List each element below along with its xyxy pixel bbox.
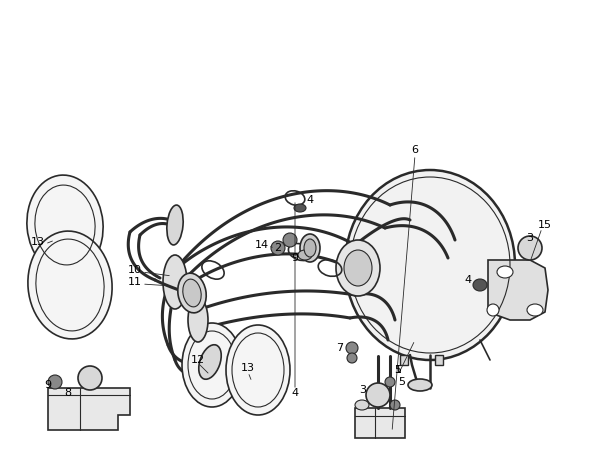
Ellipse shape — [336, 240, 380, 296]
Ellipse shape — [347, 353, 357, 363]
Ellipse shape — [78, 366, 102, 390]
Ellipse shape — [473, 279, 487, 291]
Text: 3: 3 — [359, 385, 367, 395]
Text: 10: 10 — [128, 265, 142, 275]
Text: 15: 15 — [538, 220, 552, 230]
Ellipse shape — [188, 298, 208, 342]
Text: 12: 12 — [191, 355, 205, 365]
Ellipse shape — [300, 234, 320, 262]
Ellipse shape — [183, 279, 201, 307]
Ellipse shape — [271, 241, 285, 255]
Polygon shape — [400, 355, 408, 365]
Ellipse shape — [226, 325, 290, 415]
Ellipse shape — [283, 233, 297, 247]
Ellipse shape — [27, 175, 103, 275]
Ellipse shape — [294, 204, 306, 212]
Polygon shape — [488, 260, 548, 320]
Ellipse shape — [487, 304, 499, 316]
Text: 14: 14 — [255, 240, 269, 250]
Text: 4: 4 — [307, 195, 313, 205]
Ellipse shape — [163, 255, 187, 309]
Ellipse shape — [527, 304, 543, 316]
Polygon shape — [48, 388, 130, 430]
Text: 2: 2 — [274, 243, 282, 253]
Ellipse shape — [345, 170, 515, 360]
Ellipse shape — [298, 250, 312, 260]
Ellipse shape — [304, 239, 316, 257]
Text: 4: 4 — [291, 388, 299, 398]
Text: 13: 13 — [241, 363, 255, 373]
Ellipse shape — [390, 400, 400, 410]
Polygon shape — [435, 355, 443, 365]
Ellipse shape — [28, 231, 112, 339]
Text: 3: 3 — [526, 233, 534, 243]
Text: 13: 13 — [31, 237, 45, 247]
Ellipse shape — [199, 345, 221, 379]
Ellipse shape — [497, 266, 513, 278]
Text: 4: 4 — [465, 275, 472, 285]
Text: 5: 5 — [395, 365, 401, 375]
Text: 9: 9 — [45, 380, 51, 390]
Text: 5: 5 — [398, 377, 406, 387]
Text: 7: 7 — [337, 343, 343, 353]
Ellipse shape — [177, 273, 206, 313]
Ellipse shape — [48, 375, 62, 389]
Ellipse shape — [518, 236, 542, 260]
Ellipse shape — [167, 205, 183, 245]
Ellipse shape — [408, 379, 432, 391]
Text: 8: 8 — [64, 388, 72, 398]
Ellipse shape — [366, 383, 390, 407]
Ellipse shape — [385, 377, 395, 387]
Ellipse shape — [355, 400, 369, 410]
Text: 11: 11 — [128, 277, 142, 287]
Ellipse shape — [344, 250, 372, 286]
Text: 1: 1 — [395, 365, 401, 375]
Polygon shape — [355, 408, 405, 438]
Ellipse shape — [182, 323, 242, 407]
Ellipse shape — [346, 342, 358, 354]
Text: 6: 6 — [411, 145, 419, 155]
Text: 9: 9 — [291, 253, 299, 263]
